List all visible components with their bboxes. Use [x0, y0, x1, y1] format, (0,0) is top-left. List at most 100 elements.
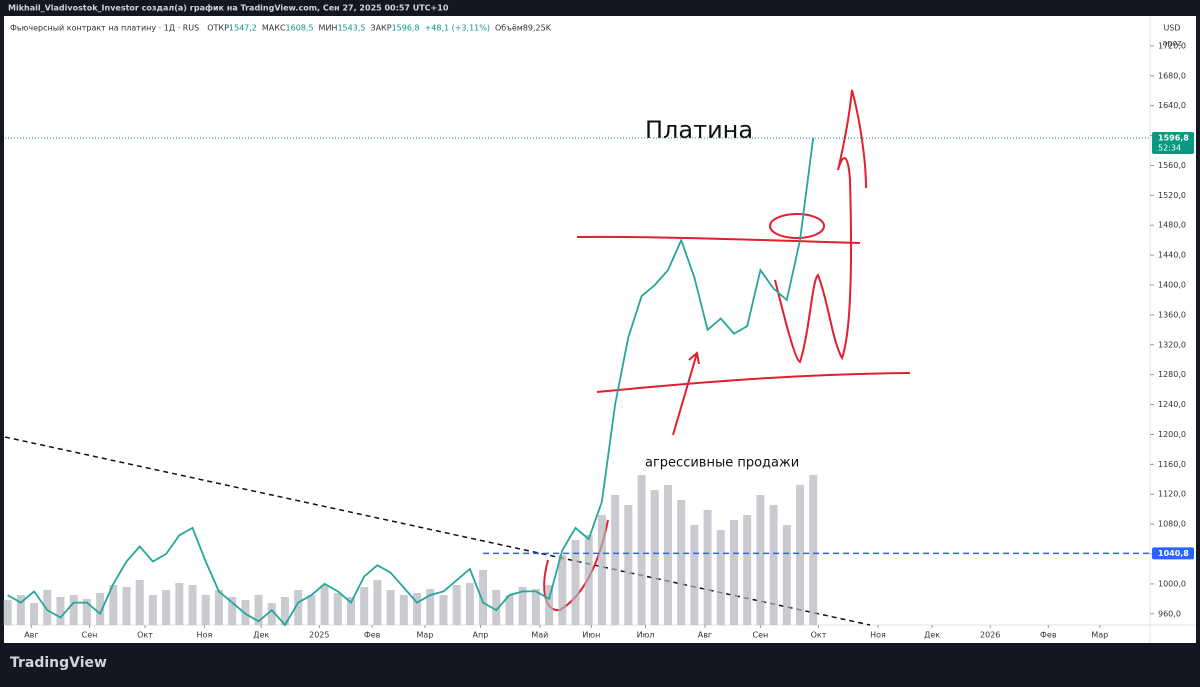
- x-tick-label: Окт: [137, 631, 153, 640]
- hand-drawing: [543, 89, 911, 612]
- y-tick-label: 1280,0: [1158, 370, 1186, 379]
- ohlc-item: ЗАКР: [370, 24, 391, 33]
- y-tick-label: 1240,0: [1158, 400, 1186, 409]
- x-tick-label: Мар: [1091, 631, 1108, 640]
- volume-bar: [716, 530, 725, 625]
- y-tick-label: 1080,0: [1158, 520, 1186, 529]
- volume-bar: [399, 595, 408, 625]
- trend-line: [4, 436, 871, 626]
- volume-bar: [584, 535, 593, 625]
- volume-bar: [518, 587, 527, 625]
- volume-bar: [729, 520, 738, 625]
- volume-bar: [505, 595, 514, 625]
- volume-bar: [769, 505, 778, 625]
- volume-bar: [386, 590, 395, 625]
- x-tick-label: Авг: [698, 631, 712, 640]
- x-tick-label: Фев: [364, 631, 381, 640]
- volume-bar: [122, 587, 131, 625]
- volume-bar: [611, 495, 620, 625]
- footer: [4, 644, 204, 682]
- red-line: [576, 235, 861, 244]
- x-tick-label: Ноя: [870, 631, 886, 640]
- volume-bar: [637, 475, 646, 625]
- ohlc-item: +48,1 (+3,11%): [425, 24, 490, 33]
- x-tick-label: Сен: [753, 631, 769, 640]
- ohlc-item: 89,25K: [523, 24, 552, 33]
- volume-bar: [558, 555, 567, 625]
- ohlc-item: Объём: [495, 24, 523, 33]
- volume-bar: [796, 485, 805, 625]
- y-tick-label: 1200,0: [1158, 430, 1186, 439]
- ohlc-item: МИН: [319, 24, 338, 33]
- price-label-box: [1152, 131, 1194, 154]
- volume-bar: [30, 603, 39, 625]
- y-tick-label: 1560,0: [1158, 161, 1186, 170]
- volume-bar: [82, 599, 91, 625]
- volume-bar: [465, 583, 474, 625]
- volume-bar: [479, 570, 488, 625]
- volume-bar: [96, 593, 105, 625]
- volume-bar: [333, 593, 342, 625]
- y-tick-label: 1120,0: [1158, 490, 1186, 499]
- volume-bar: [756, 495, 765, 625]
- volume-bar: [426, 589, 435, 625]
- volume-bar: [241, 600, 250, 625]
- x-tick-label: Июл: [637, 631, 655, 640]
- brand: TradingView: [10, 655, 107, 671]
- volume-bar: [201, 595, 210, 625]
- volume-bar: [320, 585, 329, 625]
- y-tick-label: 1360,0: [1158, 310, 1186, 319]
- volume-bar: [280, 597, 289, 625]
- volume-bar: [545, 585, 554, 625]
- y-tick-label: 1720,0: [1158, 41, 1186, 50]
- y-tick-label: 1520,0: [1158, 191, 1186, 200]
- volume-bar: [175, 583, 184, 625]
- volume-bar: [492, 590, 501, 625]
- volume-bar: [56, 597, 65, 625]
- y-tick-label: 1680,0: [1158, 71, 1186, 80]
- x-tick-label: Май: [531, 631, 548, 640]
- ohlc-legend: ОТКР 1547,2 МАКС 1608,5 МИН 1543,5 ЗАКР 1596,8 +…: [207, 24, 552, 33]
- volume-bar: [214, 590, 223, 625]
- x-tick-label: Ноя: [197, 631, 213, 640]
- chart-title: Платина: [645, 116, 753, 144]
- volume-bar: [254, 595, 263, 625]
- y-tick-label: 1480,0: [1158, 221, 1186, 230]
- volume-bar: [43, 590, 52, 625]
- y-tick-label: 1400,0: [1158, 281, 1186, 290]
- x-tick-label: Сен: [82, 631, 98, 640]
- price-label: 1596,8: [1158, 133, 1189, 142]
- ohlc-item: 1596,8: [392, 24, 420, 33]
- volume-bar: [109, 585, 118, 625]
- ohlc-item: 1543,5: [337, 24, 365, 33]
- price-label-box: [1152, 547, 1194, 560]
- x-tick-label: Дек: [924, 631, 940, 640]
- volume-bar: [782, 525, 791, 625]
- currency: USD: [1163, 24, 1180, 33]
- x-tick-label: Апр: [473, 631, 489, 640]
- price-label: 1040,8: [1158, 549, 1189, 558]
- symbol: Фьючерсный контракт на платину · 1Д · RU…: [10, 24, 199, 33]
- ohlc-item: МАКС: [262, 24, 286, 33]
- x-tick-label: 2025: [309, 631, 329, 640]
- volume-bar: [294, 590, 303, 625]
- volume-bar: [16, 595, 25, 625]
- y-tick-label: 1000,0: [1158, 579, 1186, 588]
- red-line: [596, 372, 911, 393]
- credit: Mikhail_Vladivostok_Investor создал(а) г…: [8, 4, 449, 13]
- price-line-series: [7, 137, 815, 627]
- volume-bar: [267, 603, 276, 625]
- volume-bar: [228, 597, 237, 625]
- x-tick-label: Мар: [417, 631, 434, 640]
- annotation: агрессивные продажи: [645, 456, 799, 471]
- volume-bar: [663, 485, 672, 625]
- volume-bar: [360, 587, 369, 625]
- volume-bar: [347, 597, 356, 625]
- volume-bar: [743, 515, 752, 625]
- volume-bar: [3, 600, 12, 625]
- ohlc-item: 1547,2: [229, 24, 257, 33]
- volume-bar: [650, 490, 659, 625]
- x-tick-label: 2026: [980, 631, 1000, 640]
